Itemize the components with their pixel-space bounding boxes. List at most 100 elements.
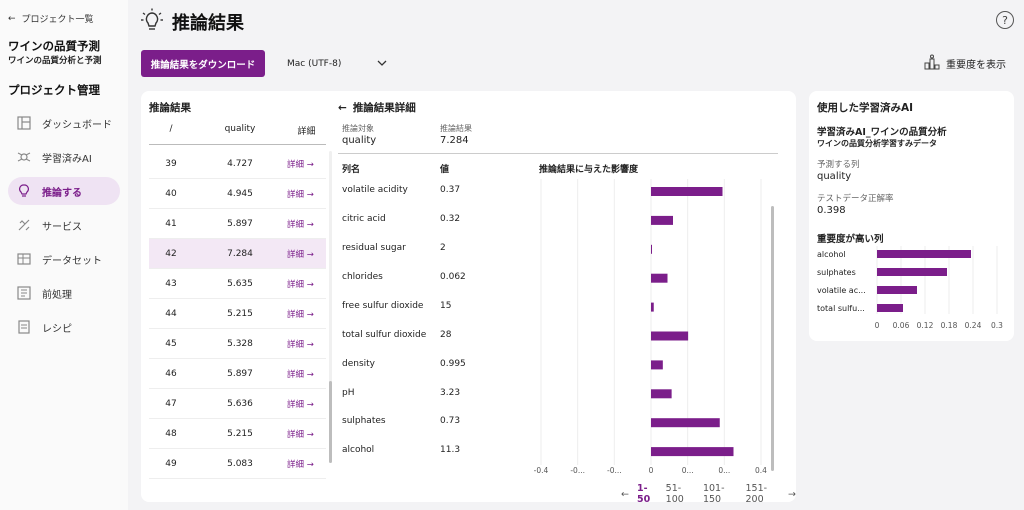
feature-row: density 0.995 [342, 359, 532, 369]
page-51-100[interactable]: 51-100 [665, 483, 684, 505]
predict-column-value: quality [817, 171, 852, 182]
detail-header: ← 推論結果詳細 [338, 100, 416, 115]
col-value-header: 値 [440, 165, 450, 175]
table-row[interactable]: 43 5.635 詳細 → [149, 269, 326, 299]
feature-row: free sulfur dioxide 15 [342, 301, 532, 311]
row-id: 43 [165, 278, 177, 289]
back-to-projects-link[interactable]: ← プロジェクト一覧 [8, 12, 94, 26]
chart-tick-label: 0 [649, 466, 654, 475]
detail-link[interactable]: 詳細 → [287, 279, 314, 290]
help-icon[interactable]: ? [996, 11, 1014, 29]
results-card: 推論結果 / quality 詳細 39 4.727 詳細 → 40 4.945 詳細 … [141, 91, 796, 505]
table-row[interactable]: 40 4.945 詳細 → [149, 179, 326, 209]
feature-name: volatile acidity [342, 185, 408, 195]
sidebar-item-preprocess[interactable]: 前処理 [8, 279, 120, 307]
chart-bar [877, 250, 971, 258]
show-importance-button[interactable]: 重要度を表示 [924, 54, 1006, 73]
detail-link[interactable]: 詳細 → [287, 219, 314, 230]
page-1-50[interactable]: 1-50 [636, 483, 651, 505]
feature-row: total sulfur dioxide 28 [342, 330, 532, 340]
sidebar-nav: ダッシュボード 学習済みAI 推論する サービス データセット [8, 109, 120, 347]
download-results-button[interactable]: 推論結果をダウンロード [141, 50, 265, 77]
chart-category-label: alcohol [817, 250, 846, 259]
feature-value: 3.23 [440, 388, 461, 398]
detail-link[interactable]: 詳細 → [287, 339, 314, 350]
target-value: quality [342, 135, 377, 146]
service-icon [16, 217, 32, 233]
result-value: 7.284 [440, 135, 469, 146]
importance-title: 重要度が高い列 [817, 234, 884, 245]
page-101-150[interactable]: 101-150 [702, 483, 725, 505]
detail-scrollbar[interactable] [771, 206, 774, 471]
sidebar-item-label: 学習済みAI [42, 153, 92, 165]
sidebar-item-dashboard[interactable]: ダッシュボード [8, 109, 120, 137]
detail-link[interactable]: 詳細 → [287, 399, 314, 410]
row-id: 40 [165, 188, 177, 199]
model-name: 学習済みAI_ワインの品質分析 [817, 127, 947, 138]
table-row[interactable]: 49 5.083 詳細 → [149, 449, 326, 479]
page-header: 推論結果 [140, 8, 244, 35]
next-page-button[interactable]: → [788, 488, 796, 500]
row-quality: 5.897 [227, 368, 253, 379]
sidebar-item-service[interactable]: サービス [8, 211, 120, 239]
prev-page-button[interactable]: ← [621, 488, 629, 500]
lightbulb-icon [140, 8, 164, 35]
row-id: 42 [165, 248, 177, 259]
sidebar-item-trained-ai[interactable]: 学習済みAI [8, 143, 120, 171]
row-id: 44 [165, 308, 177, 319]
feature-row: chlorides 0.062 [342, 272, 532, 282]
page-title: 推論結果 [172, 12, 244, 34]
feature-name: total sulfur dioxide [342, 330, 427, 340]
sidebar-item-dataset[interactable]: データセット [8, 245, 120, 273]
detail-link[interactable]: 詳細 → [287, 309, 314, 320]
col-influence-header: 推論結果に与えた影響度 [539, 165, 639, 175]
feature-value: 0.32 [440, 214, 461, 224]
project-subtitle: ワインの品質分析と予測 [8, 56, 102, 66]
table-row[interactable]: 39 4.727 詳細 → [149, 149, 326, 179]
recipe-icon [16, 319, 32, 335]
row-id: 46 [165, 368, 177, 379]
col-id-header[interactable]: / [169, 124, 173, 134]
detail-link[interactable]: 詳細 → [287, 459, 314, 470]
detail-link[interactable]: 詳細 → [287, 429, 314, 440]
col-name-header: 列名 [342, 165, 361, 175]
detail-link[interactable]: 詳細 → [287, 249, 314, 260]
results-table-body: 39 4.727 詳細 → 40 4.945 詳細 → 41 5.897 詳細 → 42 7.… [149, 149, 326, 479]
table-row[interactable]: 45 5.328 詳細 → [149, 329, 326, 359]
results-table-header: / quality 詳細 [149, 124, 326, 140]
row-quality: 5.897 [227, 218, 253, 229]
sidebar-item-recipe[interactable]: レシピ [8, 313, 120, 341]
row-quality: 4.727 [227, 158, 253, 169]
chart-tick-label: -0... [570, 466, 585, 475]
divider [149, 144, 326, 145]
feature-value: 0.062 [440, 272, 466, 282]
sidebar-item-label: データセット [42, 255, 102, 267]
table-row[interactable]: 47 5.636 詳細 → [149, 389, 326, 419]
table-row[interactable]: 46 5.897 詳細 → [149, 359, 326, 389]
detail-link[interactable]: 詳細 → [287, 369, 314, 380]
chevron-down-icon [377, 59, 387, 69]
row-id: 41 [165, 218, 177, 229]
encoding-value: Mac (UTF-8) [287, 58, 342, 69]
detail-link[interactable]: 詳細 → [287, 189, 314, 200]
preprocess-icon [16, 285, 32, 301]
model-panel-title: 使用した学習済みAI [817, 102, 914, 114]
table-row-selected[interactable]: 42 7.284 詳細 → [149, 239, 326, 269]
table-row[interactable]: 41 5.897 詳細 → [149, 209, 326, 239]
encoding-select[interactable]: Mac (UTF-8) [283, 50, 387, 77]
table-row[interactable]: 48 5.215 詳細 → [149, 419, 326, 449]
feature-row: sulphates 0.73 [342, 416, 532, 426]
row-id: 47 [165, 398, 177, 409]
back-arrow-icon[interactable]: ← [338, 101, 347, 114]
detail-link[interactable]: 詳細 → [287, 159, 314, 170]
page-151-200[interactable]: 151-200 [745, 483, 768, 505]
model-info-card: 使用した学習済みAI 学習済みAI_ワインの品質分析 ワインの品質分析学習すみデ… [809, 91, 1014, 341]
chart-tick-label: 0... [718, 466, 730, 475]
table-row[interactable]: 44 5.215 詳細 → [149, 299, 326, 329]
results-scrollbar[interactable] [329, 381, 332, 463]
row-id: 39 [165, 158, 177, 169]
col-quality-header[interactable]: quality [224, 124, 256, 134]
feature-value: 11.3 [440, 445, 461, 455]
influence-chart: -0.4 -0... -0... 0 0... 0... 0.4 [534, 179, 767, 475]
sidebar-item-inference[interactable]: 推論する [8, 177, 120, 205]
